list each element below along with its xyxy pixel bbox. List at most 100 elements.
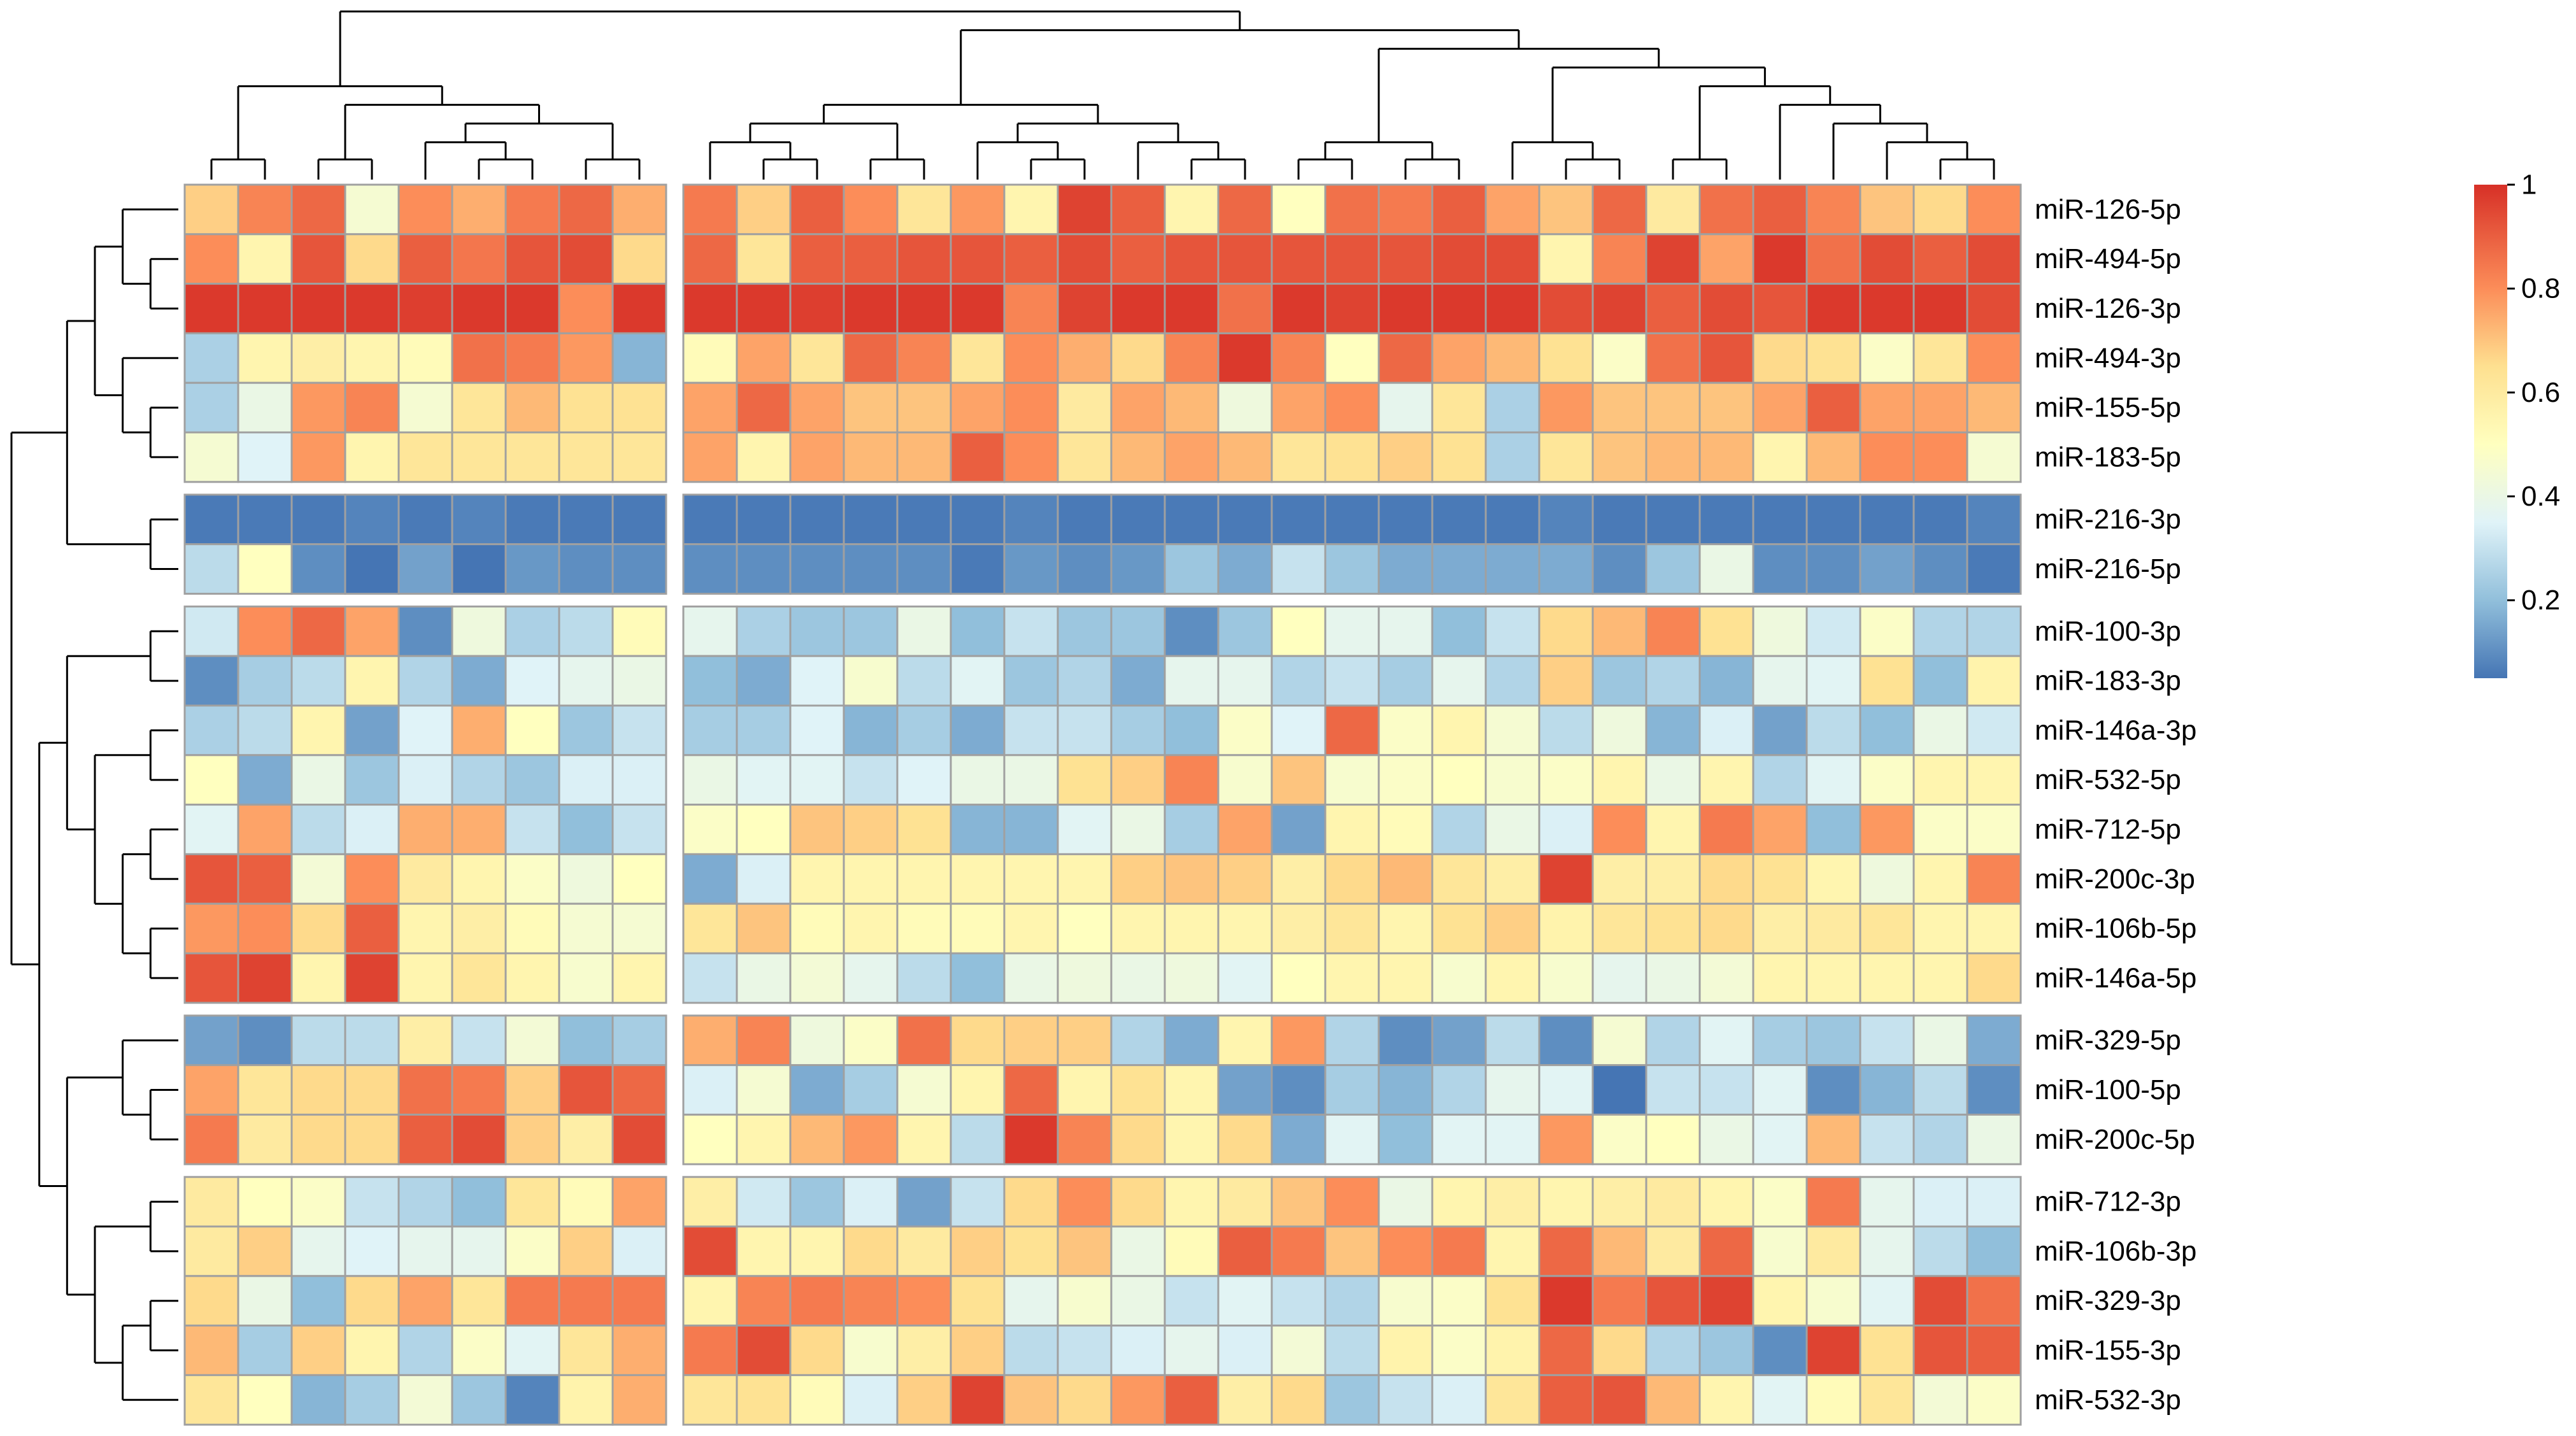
heatmap-cell: [1752, 233, 1808, 285]
heatmap-cell: [558, 431, 614, 483]
heatmap-cell: [344, 494, 400, 546]
column-dendrogram: [210, 10, 1995, 180]
heatmap-cell: [682, 431, 738, 483]
heatmap-cell: [1591, 494, 1647, 546]
heatmap-cell: [682, 1374, 738, 1426]
heatmap-cell: [344, 704, 400, 757]
heatmap-cell: [504, 332, 560, 384]
heatmap-cell: [558, 283, 614, 334]
heatmap-cell: [1752, 655, 1808, 707]
heatmap-cell: [789, 543, 845, 595]
heatmap-cell: [1538, 804, 1594, 855]
heatmap-cell: [789, 754, 845, 806]
heatmap-cell: [558, 1064, 614, 1116]
heatmap-cell: [1859, 283, 1915, 334]
heatmap-cell: [1859, 1064, 1915, 1116]
heatmap-cell: [950, 431, 1006, 483]
heatmap-cell: [1591, 655, 1647, 707]
heatmap-cell: [896, 902, 952, 955]
heatmap-cell: [1163, 494, 1220, 546]
heatmap-cell: [1217, 283, 1273, 334]
heatmap-cell: [611, 952, 667, 1004]
heatmap-cell: [1110, 1225, 1166, 1277]
heatmap-cell: [1645, 605, 1701, 657]
heatmap-cell: [1645, 1064, 1701, 1116]
heatmap-cell: [950, 183, 1006, 236]
heatmap-cell: [1431, 332, 1487, 384]
heatmap-cell: [736, 332, 792, 384]
heatmap-cell: [1912, 704, 1968, 757]
heatmap-cell: [1912, 804, 1968, 855]
heatmap-cell: [1110, 655, 1166, 707]
heatmap-cell: [1859, 704, 1915, 757]
heatmap-cell: [504, 1225, 560, 1277]
heatmap-cell: [1591, 704, 1647, 757]
heatmap-cell: [451, 902, 507, 955]
heatmap-cell: [1057, 1064, 1113, 1116]
heatmap-cell: [1966, 1225, 2022, 1277]
heatmap-cell: [1859, 754, 1915, 806]
heatmap-cell: [1859, 183, 1915, 236]
heatmap-cell: [558, 1225, 614, 1277]
heatmap-cell: [1324, 431, 1380, 483]
heatmap-cell: [1431, 431, 1487, 483]
heatmap-cell: [1057, 853, 1113, 905]
heatmap-cell: [237, 543, 293, 595]
heatmap-cell: [1217, 332, 1273, 384]
heatmap-cell: [290, 655, 346, 707]
heatmap-cell: [1110, 1275, 1166, 1327]
heatmap-cell: [682, 804, 738, 855]
heatmap-cell: [1431, 1113, 1487, 1165]
heatmap-cell: [789, 233, 845, 285]
heatmap-cell: [1484, 381, 1541, 434]
heatmap-cell: [1163, 605, 1220, 657]
heatmap-cell: [1163, 1225, 1220, 1277]
heatmap-cell: [1966, 283, 2022, 334]
heatmap-cell: [558, 1113, 614, 1165]
heatmap-cell: [451, 233, 507, 285]
heatmap-cell: [736, 754, 792, 806]
heatmap-cell: [1538, 1113, 1594, 1165]
row-label: miR-494-5p: [2035, 243, 2181, 274]
heatmap-cell: [1805, 754, 1861, 806]
heatmap-cell: [1966, 332, 2022, 384]
heatmap-cell: [736, 233, 792, 285]
heatmap-cell: [611, 655, 667, 707]
row-label: miR-155-5p: [2035, 392, 2181, 423]
heatmap-cell: [1217, 655, 1273, 707]
heatmap-cell: [1163, 754, 1220, 806]
heatmap-cell: [1163, 183, 1220, 236]
heatmap-cell: [896, 283, 952, 334]
heatmap-cell: [789, 804, 845, 855]
heatmap-cell: [504, 494, 560, 546]
heatmap-cell: [1912, 283, 1968, 334]
heatmap-cell: [1270, 381, 1327, 434]
heatmap-cell: [504, 543, 560, 595]
heatmap-cell: [843, 1176, 899, 1228]
legend-tick-label: 0.6: [2521, 377, 2560, 408]
heatmap-cell: [1217, 605, 1273, 657]
heatmap-cell: [1752, 1225, 1808, 1277]
heatmap-cell: [397, 283, 453, 334]
heatmap-cell: [682, 283, 738, 334]
heatmap-cell: [1805, 853, 1861, 905]
heatmap-cell: [1645, 283, 1701, 334]
heatmap-cell: [290, 1113, 346, 1165]
heatmap-cell: [1538, 543, 1594, 595]
heatmap-cell: [237, 431, 293, 483]
heatmap-cell: [344, 233, 400, 285]
heatmap-cell: [1217, 1064, 1273, 1116]
heatmap-cell: [682, 952, 738, 1004]
heatmap-cell: [1591, 233, 1647, 285]
heatmap-cell: [1003, 1225, 1059, 1277]
heatmap-cell: [290, 332, 346, 384]
heatmap-cell: [1431, 853, 1487, 905]
heatmap-cell: [1003, 1113, 1059, 1165]
heatmap-cell: [451, 1014, 507, 1067]
heatmap-cell: [611, 704, 667, 757]
heatmap-cell: [344, 1225, 400, 1277]
heatmap-cell: [1003, 1014, 1059, 1067]
heatmap-cell: [344, 283, 400, 334]
heatmap-cell: [1324, 704, 1380, 757]
heatmap-cell: [1645, 804, 1701, 855]
